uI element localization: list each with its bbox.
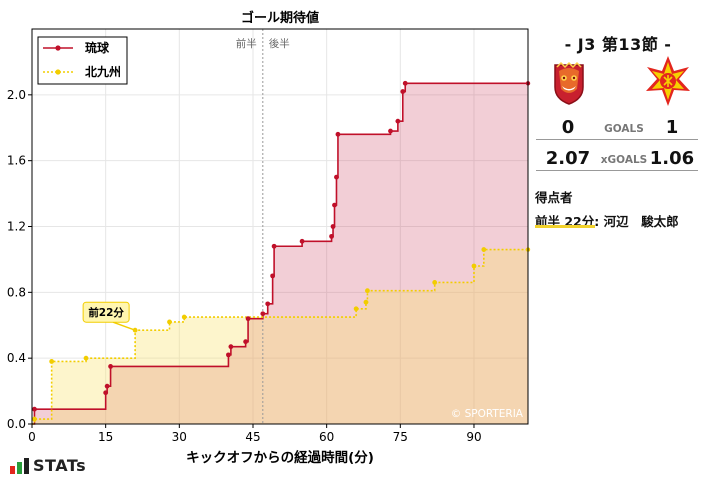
data-point <box>353 306 359 312</box>
annotation-label: 前22分 <box>88 306 124 319</box>
data-point <box>334 174 339 180</box>
data-point <box>471 263 477 269</box>
x-tick-label: 60 <box>319 430 334 444</box>
scorer-name: 河辺 駿太郎 <box>603 214 679 229</box>
data-point <box>32 406 37 412</box>
scorer-underline <box>535 225 595 228</box>
data-point <box>365 288 370 294</box>
data-point <box>245 316 251 322</box>
data-point <box>83 355 89 361</box>
x-tick-label: 0 <box>28 430 36 444</box>
goals-label: GOALS <box>604 123 644 135</box>
data-point <box>432 280 438 285</box>
divider <box>536 139 698 140</box>
data-point <box>243 339 249 345</box>
second-half-label: 後半 <box>269 37 290 50</box>
data-point <box>335 131 341 137</box>
y-tick-label: 2.0 <box>7 88 26 102</box>
data-point <box>388 128 393 134</box>
data-point <box>363 299 369 305</box>
x-tick-label: 90 <box>466 430 481 444</box>
x-tick-label: 75 <box>393 430 408 444</box>
kitakyushu-crest-icon <box>646 56 690 106</box>
chart-title: ゴール期待値 <box>241 10 319 26</box>
x-tick-label: 45 <box>245 430 260 444</box>
legend-box <box>37 36 128 85</box>
xg-points <box>32 80 531 422</box>
data-point <box>400 89 406 94</box>
x-tick-label: 30 <box>172 430 187 444</box>
goal-annotation: 前22分 <box>82 301 136 331</box>
series-line <box>32 248 528 425</box>
halftime-marker: 前半 後半 <box>236 29 290 424</box>
data-point <box>332 202 337 208</box>
data-point <box>260 311 266 317</box>
data-point <box>402 80 408 86</box>
legend-label: 琉球 <box>85 40 110 55</box>
y-tick-label: 0.8 <box>7 285 26 299</box>
legend-label: 北九州 <box>85 64 121 79</box>
data-point <box>226 352 231 358</box>
data-point <box>481 247 487 252</box>
legend-marker <box>55 45 61 51</box>
data-point <box>271 243 277 249</box>
axis-ticks: 0 15 30 45 60 75 90 0.0 0.4 0.8 1.2 1.6 2.0 <box>7 88 482 444</box>
match-panel: - J3 第13節 - 0 GOALS 1 2.07 xGOALS 1.06 得… <box>532 0 704 479</box>
home-goals: 0 <box>561 117 575 138</box>
annotation-pointer <box>112 321 136 331</box>
series-area <box>32 249 528 424</box>
chart-grid <box>31 29 528 425</box>
x-axis-label: キックオフからの経過時間(分) <box>186 449 374 466</box>
y-tick-label: 1.2 <box>7 220 26 234</box>
first-half-label: 前半 <box>236 37 257 50</box>
xgoals-label: xGOALS <box>600 154 648 166</box>
xgoals-row: 2.07 xGOALS 1.06 <box>536 148 698 172</box>
data-point <box>132 327 138 333</box>
away-goals: 1 <box>665 117 679 138</box>
data-point <box>108 363 113 369</box>
xg-areas <box>32 83 528 424</box>
data-point <box>103 390 109 396</box>
goals-row: 0 GOALS 1 <box>536 117 698 141</box>
home-xgoals: 2.07 <box>545 148 591 169</box>
data-point <box>49 359 55 364</box>
legend-marker <box>55 69 61 75</box>
data-point <box>104 383 110 389</box>
data-point <box>228 344 234 350</box>
match-title: - J3 第13節 - <box>564 35 672 54</box>
data-point <box>270 273 276 279</box>
data-point <box>32 416 37 422</box>
away-xgoals: 1.06 <box>649 148 695 169</box>
divider <box>536 170 698 171</box>
ryukyu-crest-icon <box>554 61 584 105</box>
annotation-box <box>82 301 130 323</box>
data-point <box>181 314 187 320</box>
y-tick-label: 0.4 <box>7 351 26 365</box>
series-area <box>32 83 528 424</box>
watermark: © SPORTERIA <box>451 408 524 420</box>
scorers-title: 得点者 <box>535 190 573 205</box>
y-tick-label: 1.6 <box>7 154 26 168</box>
x-tick-label: 15 <box>98 430 113 444</box>
stats-brand-text: STATs <box>33 456 87 475</box>
data-point <box>299 238 305 244</box>
data-point <box>395 118 401 124</box>
stats-logo-icon <box>10 458 29 474</box>
data-point <box>330 224 336 229</box>
data-point <box>167 319 172 325</box>
y-tick-label: 0.0 <box>7 417 26 431</box>
data-point <box>265 301 271 307</box>
data-point <box>329 233 334 239</box>
